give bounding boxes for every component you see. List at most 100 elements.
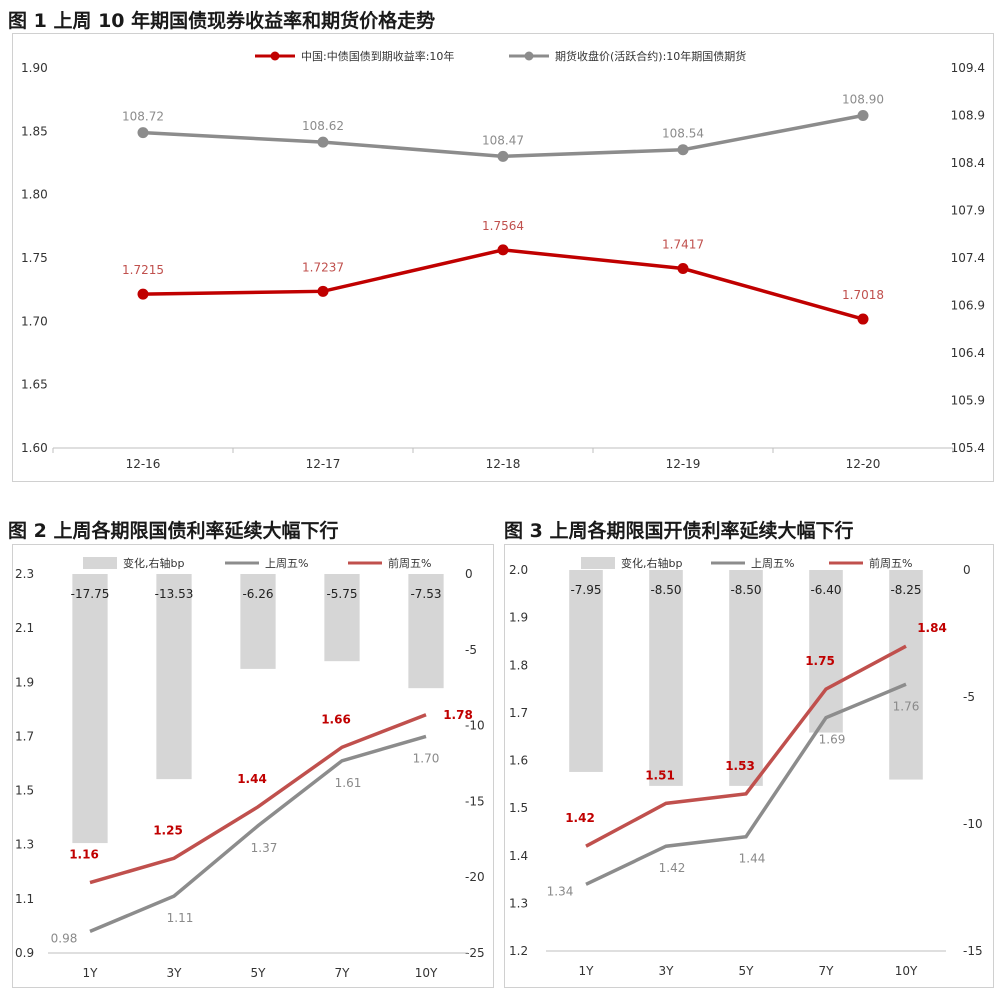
legend-marker-bond-yield [270, 51, 280, 61]
legend-marker-futures-price [524, 51, 534, 61]
legend-swatch-change [83, 557, 117, 569]
futures-price-data-label: 108.72 [122, 110, 164, 124]
prior-friday-line [585, 644, 907, 848]
legend-label-last-friday: 上周五% [751, 557, 794, 570]
y-right-tick-label: -25 [465, 946, 485, 960]
y-left-tick-label: 2.1 [15, 621, 34, 635]
bond-yield-data-label: 1.7215 [122, 263, 164, 277]
y-right-tick-label: -15 [963, 944, 983, 958]
futures-price-data-label: 108.47 [482, 133, 524, 147]
bond-yield-point [497, 244, 509, 256]
y-left-tick-label: 1.7 [15, 729, 34, 743]
legend-label-prior-friday: 前周五% [869, 556, 912, 570]
futures-price-data-label: 108.62 [302, 119, 344, 133]
y-right-tick-label: -10 [963, 817, 983, 831]
y-right-tick-label: -5 [963, 690, 975, 704]
change-bar-data-label: -6.40 [810, 583, 841, 597]
y-left-tick-label: 1.6 [509, 754, 528, 768]
figure-2-title: 图 2 上周各期限国债利率延续大幅下行 [8, 520, 339, 542]
x-tick-label: 7Y [335, 966, 351, 980]
bond-yield-data-label: 1.7417 [662, 238, 704, 252]
x-tick-label: 12-20 [846, 457, 881, 471]
y-left-tick-label: 1.60 [21, 441, 48, 455]
figure-3-title: 图 3 上周各期限国开债利率延续大幅下行 [504, 520, 854, 542]
prior-friday-data-label: 1.16 [69, 848, 99, 862]
x-tick-label: 10Y [415, 966, 438, 980]
legend-label-bond-yield: 中国:中债国债到期收益率:10年 [301, 49, 454, 63]
y-left-tick-label: 1.75 [21, 251, 48, 265]
y-left-tick-label: 1.85 [21, 124, 48, 138]
bond-yield-data-label: 1.7018 [842, 288, 884, 302]
y-left-tick-label: 1.9 [15, 675, 34, 689]
y-left-tick-label: 1.3 [15, 838, 34, 852]
change-bar-data-label: -8.25 [890, 583, 921, 597]
y-left-tick-label: 1.5 [15, 784, 34, 798]
y-right-tick-label: 106.9 [951, 299, 985, 313]
legend-label-prior-friday: 前周五% [388, 556, 431, 570]
x-tick-label: 10Y [895, 964, 918, 978]
change-bar-data-label: -17.75 [71, 587, 110, 601]
x-tick-label: 1Y [579, 964, 595, 978]
last-friday-data-label: 1.42 [659, 861, 686, 875]
change-bar [240, 574, 276, 669]
legend-label-futures-price: 期货收盘价(活跃合约):10年期国债期货 [555, 49, 746, 63]
y-right-tick-label: 0 [465, 567, 473, 581]
y-left-tick-label: 1.70 [21, 314, 48, 328]
futures-price-point [317, 136, 329, 148]
y-left-tick-label: 1.65 [21, 378, 48, 392]
figure-3-panel: 1.2 1.3 1.4 1.5 1.6 1.7 1.8 1.9 2.0 -15 -10 -5 0 -7.9… [504, 544, 994, 988]
last-friday-data-label: 0.98 [51, 931, 78, 945]
change-bar-data-label: -7.53 [410, 587, 441, 601]
figure-1-title: 图 1 上周 10 年期国债现券收益率和期货价格走势 [8, 10, 436, 32]
prior-friday-data-label: 1.84 [917, 621, 947, 635]
change-bar [408, 574, 444, 689]
y-right-tick-label: 109.4 [951, 61, 985, 75]
futures-price-point [857, 110, 869, 121]
y-right-tick-label: 105.9 [951, 394, 985, 408]
change-bar-data-label: -8.50 [650, 583, 681, 597]
y-right-tick-label: -20 [465, 870, 485, 884]
x-tick-label: 3Y [659, 964, 675, 978]
last-friday-data-label: 1.76 [893, 699, 920, 713]
y-right-tick-label: 107.9 [951, 204, 985, 218]
change-bar [649, 570, 683, 786]
last-friday-data-label: 1.61 [335, 776, 362, 790]
y-left-tick-label: 2.3 [15, 567, 34, 581]
change-bar [156, 574, 192, 780]
figure-1-chart: 1.60 1.65 1.70 1.75 1.80 1.85 1.90 105.4 105.9 10… [21, 49, 985, 471]
futures-price-point [137, 127, 149, 139]
y-right-tick-label: 107.4 [951, 251, 985, 265]
change-bar [569, 570, 603, 772]
y-right-tick-label: 105.4 [951, 441, 985, 455]
y-left-tick-label: 1.3 [509, 896, 528, 910]
y-right-tick-label: 108.9 [951, 109, 985, 123]
legend-label-change: 变化,右轴bp [621, 556, 682, 570]
last-friday-data-label: 1.37 [251, 841, 278, 855]
y-left-tick-label: 1.80 [21, 188, 48, 202]
y-right-tick-label: -10 [465, 719, 485, 733]
x-tick-label: 5Y [739, 964, 755, 978]
figure-1-panel: 1.60 1.65 1.70 1.75 1.80 1.85 1.90 105.4 105.9 10… [12, 33, 994, 482]
change-bar [72, 574, 108, 844]
change-bar [729, 570, 763, 786]
change-bar-data-label: -8.50 [730, 583, 761, 597]
x-tick-label: 12-16 [126, 457, 161, 471]
last-friday-data-label: 1.11 [167, 911, 194, 925]
y-left-tick-label: 2.0 [509, 563, 528, 577]
x-tick-label: 12-17 [306, 457, 341, 471]
x-tick-label: 7Y [819, 964, 835, 978]
change-bar-data-label: -5.75 [326, 587, 357, 601]
change-bar-data-label: -6.26 [242, 587, 273, 601]
prior-friday-data-label: 1.42 [565, 811, 595, 825]
x-tick-label: 3Y [167, 966, 183, 980]
legend-swatch-change [581, 557, 615, 569]
figure-2-chart: 0.9 1.1 1.3 1.5 1.7 1.9 2.1 2.3 -25 -20 -15 -10 -5 0 -… [15, 556, 485, 980]
bond-yield-line [142, 248, 864, 321]
y-left-tick-label: 1.2 [509, 944, 528, 958]
y-left-tick-label: 1.9 [509, 611, 528, 625]
y-right-tick-label: 0 [963, 563, 971, 577]
futures-price-data-label: 108.54 [662, 127, 704, 141]
change-bar [324, 574, 360, 662]
y-left-tick-label: 1.8 [509, 658, 528, 672]
bond-yield-point [317, 285, 329, 297]
